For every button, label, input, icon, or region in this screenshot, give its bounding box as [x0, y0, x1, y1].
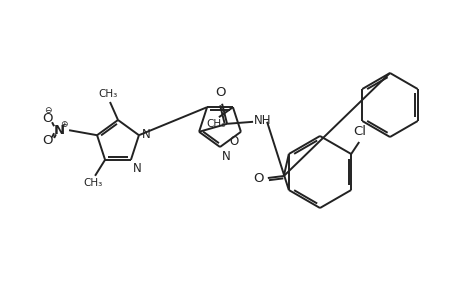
- Text: O: O: [253, 172, 263, 184]
- Text: N: N: [142, 128, 151, 141]
- Text: CH₃: CH₃: [206, 119, 225, 129]
- Text: N: N: [222, 150, 230, 163]
- Text: O: O: [42, 134, 52, 147]
- Text: ⊖: ⊖: [44, 106, 52, 115]
- Text: ⊕: ⊕: [60, 120, 67, 129]
- Text: N: N: [133, 162, 141, 175]
- Text: O: O: [214, 86, 225, 99]
- Text: O: O: [42, 112, 52, 125]
- Text: CH₃: CH₃: [83, 178, 102, 188]
- Text: Cl: Cl: [353, 125, 366, 138]
- Text: CH₃: CH₃: [98, 89, 118, 99]
- Text: N: N: [53, 124, 65, 137]
- Text: O: O: [229, 135, 238, 148]
- Text: NH: NH: [253, 114, 271, 127]
